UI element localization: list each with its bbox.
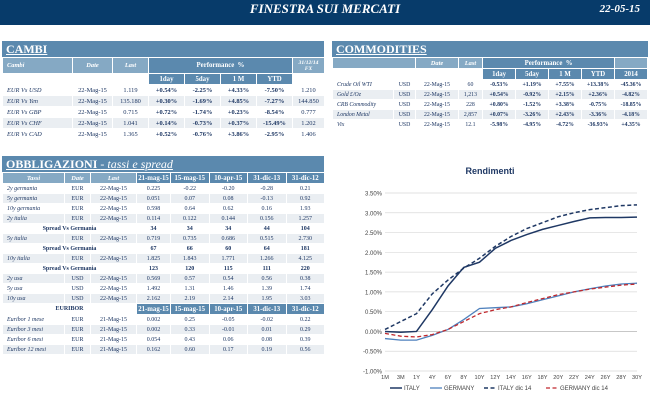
svg-text:10Y: 10Y bbox=[475, 375, 485, 381]
svg-text:GERMANY: GERMANY bbox=[444, 386, 474, 392]
svg-text:1.00%: 1.00% bbox=[365, 290, 383, 296]
svg-text:0.50%: 0.50% bbox=[365, 310, 383, 316]
svg-text:12Y: 12Y bbox=[490, 375, 500, 381]
svg-text:16Y: 16Y bbox=[522, 375, 532, 381]
svg-text:-1.00%: -1.00% bbox=[363, 370, 383, 376]
svg-text:14Y: 14Y bbox=[506, 375, 516, 381]
svg-text:22Y: 22Y bbox=[569, 375, 579, 381]
svg-text:2.00%: 2.00% bbox=[365, 251, 383, 257]
svg-text:28Y: 28Y bbox=[616, 375, 626, 381]
svg-text:-0.50%: -0.50% bbox=[363, 350, 383, 356]
svg-text:ITALY: ITALY bbox=[404, 386, 420, 392]
svg-text:8Y: 8Y bbox=[460, 375, 467, 381]
svg-text:1.50%: 1.50% bbox=[365, 271, 383, 277]
svg-text:18Y: 18Y bbox=[538, 375, 548, 381]
svg-text:30Y: 30Y bbox=[632, 375, 642, 381]
svg-text:3.00%: 3.00% bbox=[365, 211, 383, 217]
svg-text:GERMANY dic 14: GERMANY dic 14 bbox=[560, 386, 609, 392]
svg-text:2.50%: 2.50% bbox=[365, 231, 383, 237]
svg-text:26Y: 26Y bbox=[601, 375, 611, 381]
svg-text:1Y: 1Y bbox=[413, 375, 420, 381]
svg-text:ITALY dic 14: ITALY dic 14 bbox=[498, 386, 532, 392]
svg-text:6Y: 6Y bbox=[445, 375, 452, 381]
svg-text:0.00%: 0.00% bbox=[365, 330, 383, 336]
svg-text:3.50%: 3.50% bbox=[365, 192, 383, 198]
svg-text:3M: 3M bbox=[397, 375, 405, 381]
svg-text:4Y: 4Y bbox=[429, 375, 436, 381]
svg-text:24Y: 24Y bbox=[585, 375, 595, 381]
svg-text:1M: 1M bbox=[381, 375, 389, 381]
svg-text:20Y: 20Y bbox=[553, 375, 563, 381]
